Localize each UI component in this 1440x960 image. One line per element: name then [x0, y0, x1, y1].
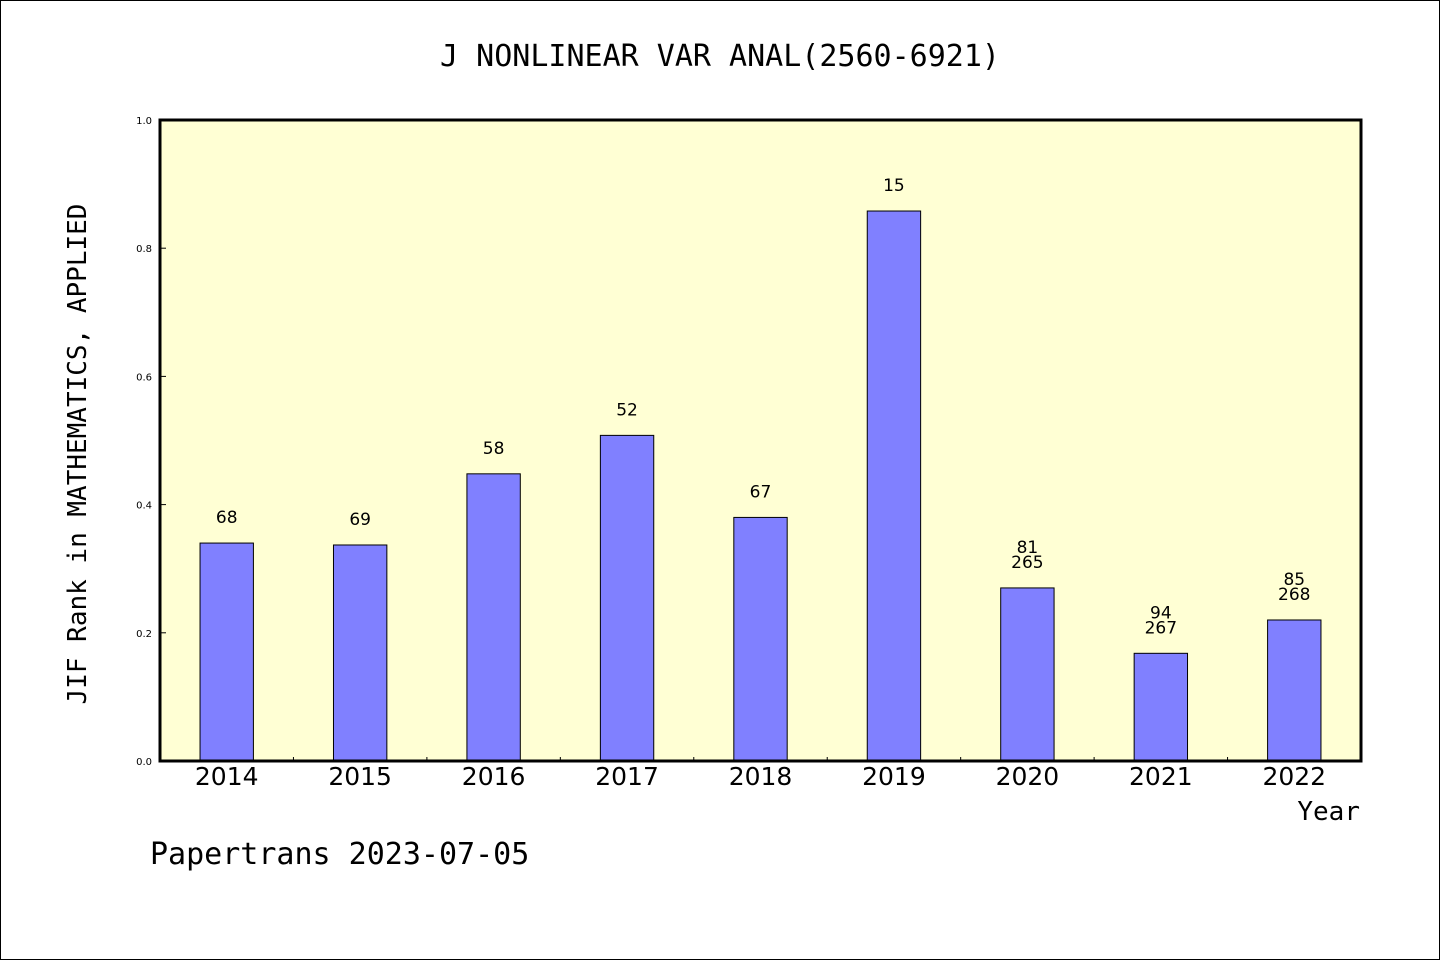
x-axis-label: Year — [1297, 797, 1360, 827]
footer-watermark: Papertrans 2023-07-05 — [150, 837, 529, 872]
x-tick-label: 2021 — [1129, 762, 1193, 791]
y-tick-label: 0.8 — [136, 244, 152, 255]
bar-2019 — [866, 210, 922, 762]
y-tick-label: 0.2 — [136, 629, 152, 640]
chart-title: J NONLINEAR VAR ANAL(2560-6921) — [440, 39, 1000, 74]
y-tick-label: 0.4 — [136, 501, 152, 512]
plot-border — [158, 118, 1363, 763]
bar-2016 — [466, 473, 521, 762]
bar-data-label: 58 — [483, 439, 505, 459]
y-axis-label: JIF Rank in MATHEMATICS, APPLIED — [63, 204, 93, 705]
y-tick-label: 0.6 — [136, 372, 152, 383]
x-tick-label: 2014 — [195, 762, 259, 791]
bar-2014 — [199, 542, 254, 762]
bar-2017 — [599, 434, 655, 762]
bar-data-label: 15 — [883, 176, 905, 196]
bar-data-label: 85 — [1283, 570, 1305, 590]
x-tick-label: 2018 — [729, 762, 793, 791]
bar-data-label: 268 — [1278, 585, 1310, 605]
bar-2018 — [733, 516, 788, 762]
x-tick-label: 2016 — [462, 762, 526, 791]
x-tick-label: 2019 — [862, 762, 926, 791]
bar-data-label: 265 — [1011, 553, 1043, 573]
bar-data-label: 267 — [1145, 618, 1177, 638]
y-tick-label: 1.0 — [136, 116, 152, 127]
bar-data-label: 67 — [750, 482, 772, 502]
y-tick-label: 0.0 — [136, 757, 152, 768]
bar-data-label: 81 — [1017, 538, 1039, 558]
bar-2020 — [1000, 587, 1055, 762]
x-tick-label: 2015 — [328, 762, 392, 791]
bar-2021 — [1133, 652, 1189, 762]
x-axis: 2014 2015 2016 2017 2018 2019 2020 2021 2022 — [195, 757, 1326, 791]
bar-2022 — [1267, 619, 1322, 762]
bar-data-label: 69 — [349, 510, 371, 530]
bar-data-label: 94 — [1150, 603, 1172, 623]
y-axis: 0.0 0.2 0.4 0.6 0.8 1.0 — [136, 116, 166, 768]
x-tick-label: 2020 — [996, 762, 1060, 791]
x-tick-label: 2022 — [1262, 762, 1326, 791]
bar-2015 — [332, 544, 388, 762]
x-tick-label: 2017 — [595, 762, 659, 791]
bar-data-label: 68 — [216, 508, 238, 528]
bar-data-label: 52 — [616, 400, 638, 420]
bars-group — [199, 210, 1322, 762]
